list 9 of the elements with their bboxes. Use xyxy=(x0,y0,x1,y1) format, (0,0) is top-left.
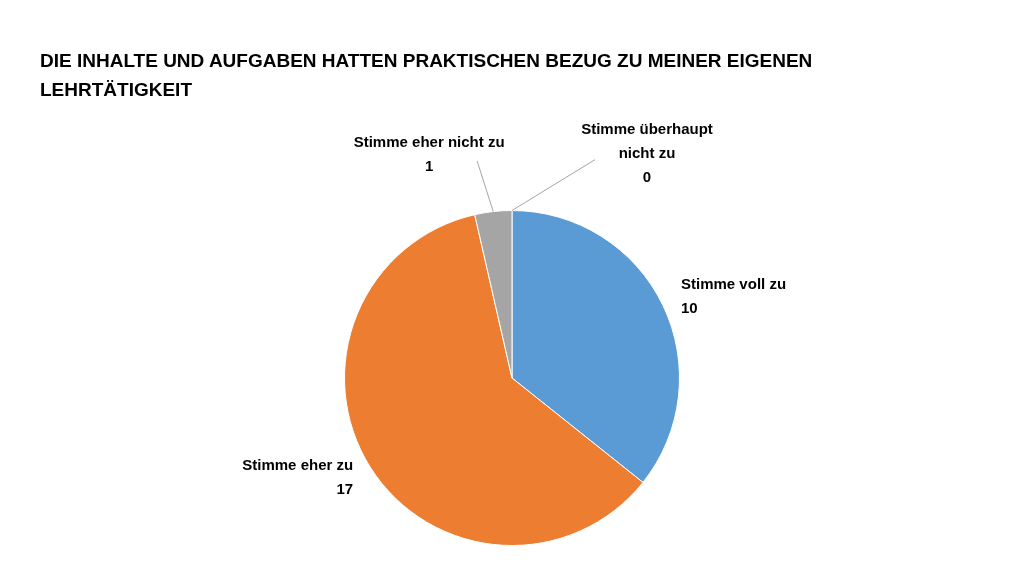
slice-label: Stimme voll zu xyxy=(681,274,787,292)
data-label: 10 xyxy=(681,298,698,316)
category-label: Stimme überhaupt nicht zu xyxy=(581,119,713,161)
slice-label: Stimme eher zu xyxy=(242,455,354,473)
chart-title: DIE INHALTE UND AUFGABEN HATTEN PRAKTISCHEN BEZUG ZU MEINER EIGENEN LEHRTÄTIGKEIT xyxy=(40,49,814,102)
data-label: 1 xyxy=(424,157,434,175)
slice-label: Stimme eher nicht zu xyxy=(353,133,505,151)
text: 0 xyxy=(642,167,652,185)
data-label: 17 xyxy=(336,479,354,497)
